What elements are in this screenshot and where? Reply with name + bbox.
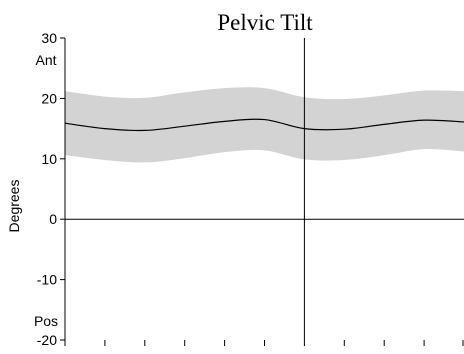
variability-band-layer (65, 87, 464, 163)
axes: 30 20 10 0 -10 -20 (37, 30, 464, 348)
direction-label-ant: Ant (35, 52, 56, 68)
y-tick-label: 10 (41, 151, 57, 167)
direction-label-pos: Pos (34, 313, 58, 329)
y-tick-label: 20 (41, 90, 57, 106)
y-tick-label: -20 (37, 332, 57, 348)
reference-lines (65, 38, 464, 340)
y-tick-label: 30 (41, 30, 57, 46)
mean-line-0 (64, 118, 464, 132)
chart-title: Pelvic Tilt (217, 10, 313, 35)
y-tick-label: -10 (37, 272, 57, 288)
mean-line-layer (64, 118, 464, 132)
y-axis-label: Degrees (6, 180, 22, 233)
y-tick-label: 0 (49, 211, 57, 227)
variability-band-0 (65, 87, 464, 163)
